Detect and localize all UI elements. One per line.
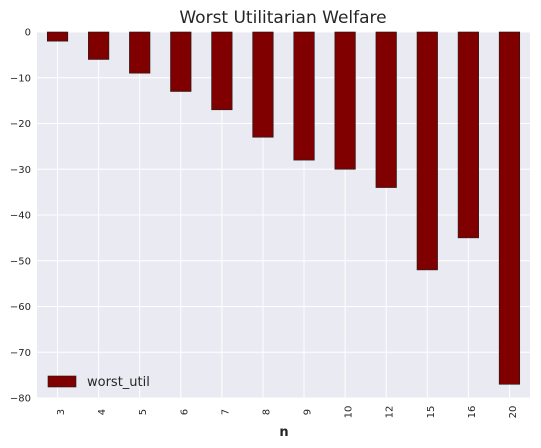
x-tick-label: 6 [179, 409, 190, 415]
y-tick-label: −10 [10, 73, 31, 84]
x-tick-label: 4 [97, 409, 108, 415]
bar-3 [46, 31, 69, 42]
y-tick-label: −60 [10, 302, 31, 313]
x-tick-label: 5 [138, 409, 149, 415]
legend: worst_util [47, 375, 150, 390]
x-axis-ticks: 3 4 5 6 7 8 9 10 12 15 16 20 [56, 406, 519, 419]
bar-7 [211, 31, 233, 111]
bar-8 [252, 31, 274, 138]
x-tick-label: 16 [467, 406, 478, 419]
bar-9 [293, 31, 315, 161]
y-tick-label: −80 [10, 394, 31, 405]
legend-swatch [47, 375, 77, 388]
x-tick-label: 7 [220, 409, 231, 415]
bar-4 [88, 31, 110, 60]
bars [46, 31, 521, 385]
y-tick-label: −20 [10, 119, 31, 130]
x-tick-label: 8 [261, 409, 272, 415]
bar-10 [334, 31, 356, 170]
bar-20 [498, 31, 521, 385]
x-axis-label: n [279, 425, 288, 440]
bar-6 [170, 31, 192, 92]
y-tick-label: 0 [25, 28, 31, 39]
y-tick-label: −30 [10, 165, 31, 176]
y-tick-label: −70 [10, 348, 31, 359]
chart-title: Worst Utilitarian Welfare [179, 8, 386, 28]
x-tick-label: 10 [344, 406, 355, 419]
x-tick-label: 3 [56, 409, 67, 415]
grid-lines [37, 31, 530, 399]
bar-12 [375, 31, 397, 188]
y-tick-label: −40 [10, 211, 31, 222]
y-tick-label: −50 [10, 256, 31, 267]
x-tick-label: 9 [303, 409, 314, 415]
y-axis-ticks: 0 −10 −20 −30 −40 −50 −60 −70 −80 [10, 28, 31, 405]
x-tick-label: 12 [385, 406, 396, 419]
bar-15 [416, 31, 438, 271]
bar-16 [457, 31, 479, 239]
x-tick-label: 15 [426, 406, 437, 419]
x-tick-label: 20 [508, 406, 519, 419]
bar-5 [129, 31, 151, 74]
legend-label: worst_util [87, 375, 150, 390]
